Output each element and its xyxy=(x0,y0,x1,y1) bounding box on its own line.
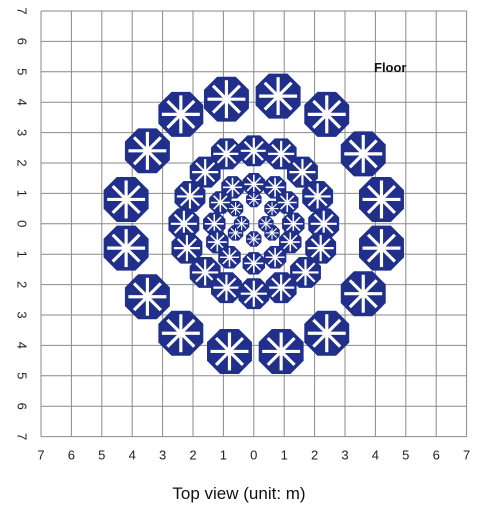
speaker-marker xyxy=(255,73,301,119)
y-tick-label: 5 xyxy=(15,372,30,379)
speaker-marker xyxy=(282,212,305,236)
speaker-marker xyxy=(124,128,170,174)
y-tick-label: 2 xyxy=(15,281,30,288)
x-tick-label: 3 xyxy=(341,448,348,463)
x-tick-label: 3 xyxy=(159,448,166,463)
y-tick-label: 7 xyxy=(15,7,30,14)
y-axis-ticks: 7 6 5 4 3 2 1 0 1 2 3 4 5 6 7 xyxy=(14,7,29,440)
speaker-marker xyxy=(340,271,386,317)
x-tick-label: 1 xyxy=(220,448,227,463)
speaker-marker xyxy=(246,191,262,208)
y-tick-label: 3 xyxy=(15,311,30,318)
x-tick-label: 7 xyxy=(463,448,470,463)
speaker-marker xyxy=(168,208,200,240)
speaker-marker xyxy=(304,91,350,137)
speaker-marker xyxy=(305,232,337,264)
speaker-marker xyxy=(124,274,170,320)
speaker-marker xyxy=(263,246,287,269)
speaker-marker xyxy=(158,310,204,356)
speaker-marker xyxy=(258,216,274,232)
y-tick-label: 6 xyxy=(15,403,30,410)
x-tick-label: 7 xyxy=(37,448,44,463)
speaker-marker xyxy=(276,191,299,214)
speaker-marker xyxy=(279,230,302,254)
speaker-marker xyxy=(207,329,252,374)
x-tick-label: 2 xyxy=(189,448,196,463)
x-tick-label: 2 xyxy=(311,448,318,463)
y-tick-label: 3 xyxy=(15,129,30,136)
speaker-marker xyxy=(103,177,149,222)
caption: Top view (unit: m) xyxy=(172,484,306,503)
y-tick-label: 4 xyxy=(15,99,30,106)
speaker-marker xyxy=(203,212,226,236)
speaker-marker xyxy=(189,156,221,188)
speaker-marker xyxy=(246,231,262,247)
speaker-marker xyxy=(174,180,206,212)
x-tick-label: 6 xyxy=(433,448,440,463)
speaker-marker xyxy=(265,138,297,170)
y-tick-label: 0 xyxy=(15,220,30,227)
x-axis-ticks: 7 6 5 4 3 2 1 0 1 2 3 4 5 6 7 xyxy=(37,448,470,463)
speaker-marker xyxy=(227,200,244,217)
speaker-marker xyxy=(203,76,249,122)
x-tick-label: 5 xyxy=(98,448,105,463)
y-tick-label: 5 xyxy=(15,68,30,75)
x-tick-label: 5 xyxy=(402,448,409,463)
speaker-marker xyxy=(233,216,250,232)
speaker-marker xyxy=(286,156,318,188)
speaker-marker xyxy=(238,278,270,310)
speaker-marker xyxy=(265,272,297,304)
speaker-marker xyxy=(103,225,149,271)
y-tick-label: 1 xyxy=(15,190,30,197)
x-tick-label: 1 xyxy=(281,448,288,463)
speaker-markers xyxy=(103,73,404,374)
y-tick-label: 4 xyxy=(15,342,30,349)
speaker-marker xyxy=(238,135,270,167)
x-tick-label: 6 xyxy=(68,448,75,463)
top-view-diagram: 7 6 5 4 3 2 1 0 1 2 3 4 5 6 7 7 6 5 4 3 2 1 0 1 2 3 4 5 6 7 Floor xyxy=(14,7,470,463)
y-tick-label: 7 xyxy=(15,433,30,440)
speaker-marker xyxy=(263,176,287,199)
speaker-marker xyxy=(340,131,386,177)
speaker-marker xyxy=(209,191,232,214)
speaker-marker xyxy=(258,329,304,374)
speaker-marker xyxy=(359,225,404,271)
x-tick-label: 4 xyxy=(129,448,136,463)
x-tick-label: 0 xyxy=(250,448,257,463)
speaker-marker xyxy=(171,232,203,264)
speaker-marker xyxy=(359,177,404,222)
speaker-marker xyxy=(210,272,242,304)
speaker-marker xyxy=(302,180,334,212)
speaker-marker xyxy=(210,138,242,170)
speaker-marker xyxy=(308,208,340,240)
speaker-marker xyxy=(221,176,244,199)
speaker-marker xyxy=(304,310,350,356)
speaker-marker xyxy=(242,252,266,275)
y-tick-label: 2 xyxy=(15,159,30,166)
speaker-marker xyxy=(158,91,204,137)
speaker-marker xyxy=(218,246,241,269)
x-tick-label: 4 xyxy=(372,448,379,463)
speaker-marker xyxy=(206,230,229,254)
speaker-marker xyxy=(290,256,321,288)
y-tick-label: 1 xyxy=(14,251,29,258)
speaker-marker xyxy=(242,173,266,196)
speaker-marker xyxy=(264,200,280,217)
floor-label: Floor xyxy=(374,60,407,75)
y-tick-label: 6 xyxy=(15,38,30,45)
